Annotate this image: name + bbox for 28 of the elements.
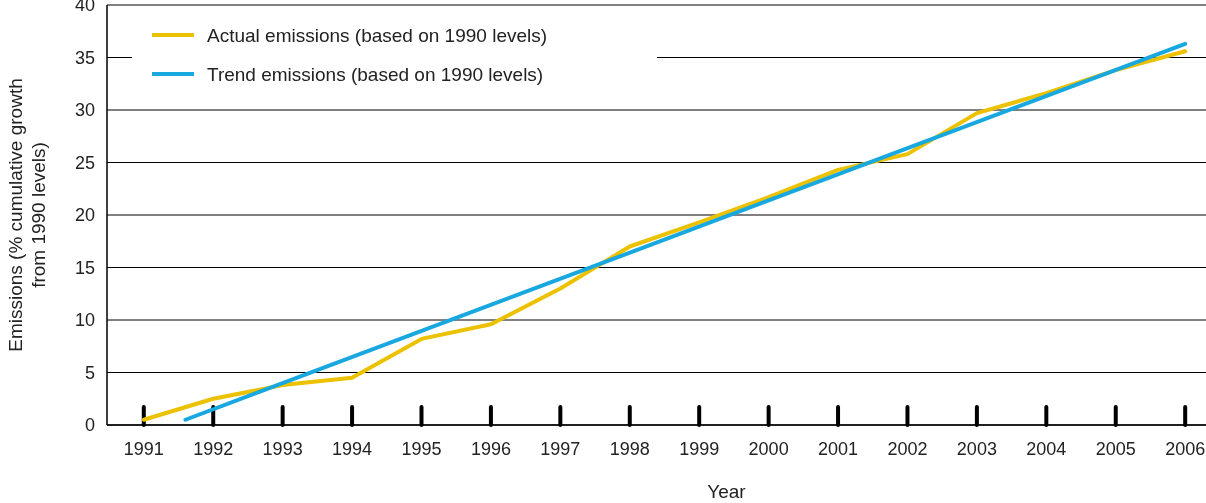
x-tick-label: 2005 bbox=[1095, 439, 1136, 459]
x-tick-label: 1995 bbox=[401, 439, 442, 459]
y-tick-label: 20 bbox=[74, 205, 95, 226]
x-axis-title: Year bbox=[707, 481, 747, 502]
x-tick-label: 2004 bbox=[1026, 439, 1067, 459]
y-tick-label: 35 bbox=[74, 47, 95, 68]
y-tick-label: 0 bbox=[84, 415, 95, 436]
y-tick-label: 10 bbox=[74, 310, 95, 331]
legend-label: Trend emissions (based on 1990 levels) bbox=[207, 63, 544, 85]
x-tick-label: 2002 bbox=[887, 439, 928, 459]
y-axis-title: Emissions (% cumulative growth from 1990 levels) bbox=[5, 78, 49, 352]
y-tick-label: 30 bbox=[74, 100, 95, 121]
x-tick-label: 1998 bbox=[609, 439, 650, 459]
x-tick-label: 2000 bbox=[748, 439, 789, 459]
x-tick-label: 1994 bbox=[332, 439, 373, 459]
y-tick-label: 15 bbox=[74, 257, 95, 278]
x-tick-label: 1999 bbox=[679, 439, 720, 459]
x-tick-label: 2001 bbox=[818, 439, 859, 459]
x-tick-label: 2003 bbox=[956, 439, 997, 459]
x-tick-label: 1991 bbox=[123, 439, 164, 459]
y-tick-label: 5 bbox=[84, 362, 95, 383]
x-tick-label: 2006 bbox=[1165, 439, 1206, 459]
legend-label: Actual emissions (based on 1990 levels) bbox=[207, 24, 548, 46]
x-tick-label: 1992 bbox=[193, 439, 234, 459]
y-tick-label: 25 bbox=[74, 152, 95, 173]
x-tick-label: 1997 bbox=[540, 439, 581, 459]
x-tick-label: 1993 bbox=[262, 439, 303, 459]
x-tick-label: 1996 bbox=[470, 439, 511, 459]
